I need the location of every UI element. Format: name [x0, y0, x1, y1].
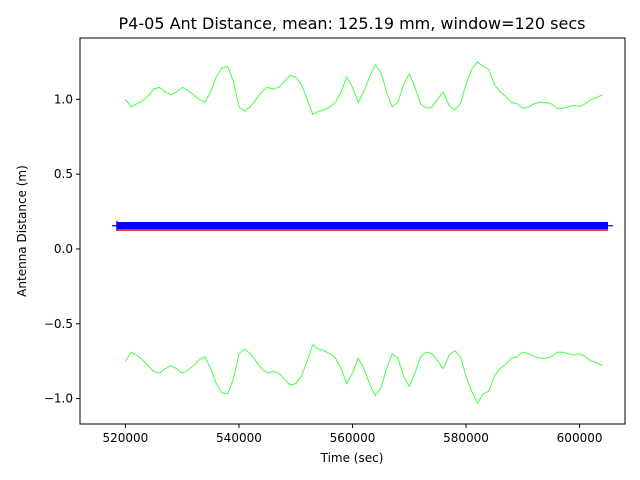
- y-tick-label: −0.5: [44, 317, 73, 331]
- lower-bound-line: [125, 343, 603, 405]
- x-tick-label: 560000: [330, 431, 376, 445]
- plot-frame: [79, 37, 626, 425]
- x-tick-label: 520000: [103, 431, 149, 445]
- y-axis-label: Antenna Distance (m): [15, 165, 29, 297]
- y-tick-label: −1.0: [44, 392, 73, 406]
- upper-bound-line: [125, 61, 603, 115]
- chart-title: P4-05 Ant Distance, mean: 125.19 mm, win…: [119, 14, 586, 33]
- distance-start-marker: [111, 220, 122, 231]
- y-axis-ticks: −1.0 −0.5 0.0 0.5 1.0: [44, 92, 80, 406]
- y-tick-label: 1.0: [54, 92, 73, 106]
- x-axis-label: Time (sec): [320, 451, 384, 465]
- x-tick-label: 580000: [443, 431, 489, 445]
- x-axis-ticks: 520000 540000 560000 580000 600000: [103, 424, 603, 445]
- x-tick-label: 600000: [557, 431, 603, 445]
- y-tick-label: 0.0: [54, 242, 73, 256]
- x-tick-label: 540000: [216, 431, 262, 445]
- distance-band: [116, 222, 608, 230]
- plot-area: [111, 61, 613, 405]
- y-tick-label: 0.5: [54, 167, 73, 181]
